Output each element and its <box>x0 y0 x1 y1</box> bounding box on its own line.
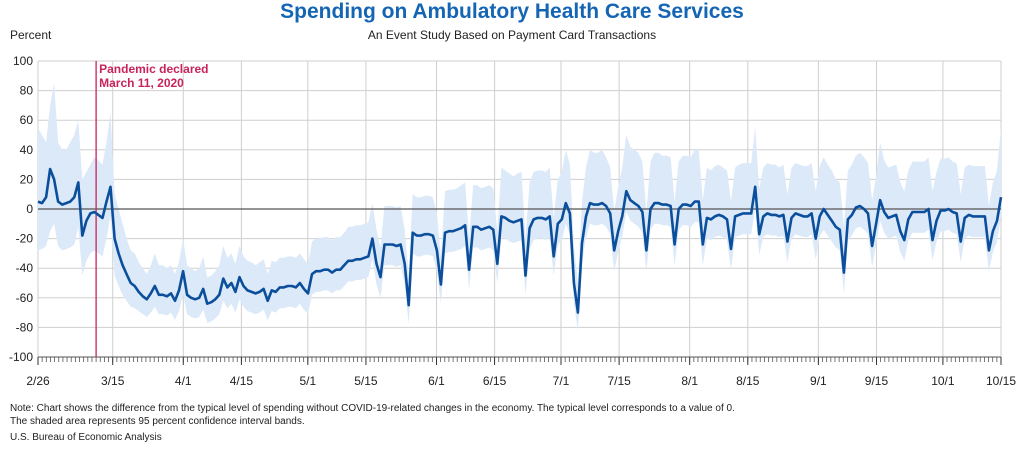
y-tick-label: 40 <box>20 143 34 157</box>
chart-notes: Note: Chart shows the difference from th… <box>10 403 735 428</box>
pandemic-annotation-line2: March 11, 2020 <box>99 76 184 90</box>
y-tick-label: 100 <box>13 54 33 68</box>
x-tick-label: 5/1 <box>299 374 316 388</box>
y-axis-label: Percent <box>10 28 52 42</box>
x-tick-label: 3/15 <box>101 374 125 388</box>
y-tick-label: 0 <box>26 202 33 216</box>
x-tick-label: 8/1 <box>681 374 698 388</box>
x-tick-label: 9/15 <box>865 374 889 388</box>
x-tick-label: 9/1 <box>810 374 827 388</box>
y-tick-label: -20 <box>16 232 34 246</box>
note-line-2: The shaded area represents 95 percent co… <box>10 415 305 427</box>
y-tick-label: -80 <box>16 320 34 334</box>
y-tick-label: 80 <box>20 84 34 98</box>
y-tick-label: 60 <box>20 113 34 127</box>
x-tick-label: 7/1 <box>553 374 570 388</box>
x-tick-label: 5/15 <box>354 374 378 388</box>
x-tick-label: 4/15 <box>230 374 254 388</box>
x-tick-label: 8/15 <box>736 374 760 388</box>
x-tick-label: 4/1 <box>175 374 192 388</box>
y-tick-label: -100 <box>9 350 33 364</box>
confidence-band <box>38 83 1001 331</box>
y-tick-label: -40 <box>16 261 34 275</box>
spending-series-line <box>37 167 1003 314</box>
chart-subtitle: An Event Study Based on Payment Card Tra… <box>367 28 657 42</box>
chart-source: U.S. Bureau of Economic Analysis <box>10 432 162 443</box>
x-tick-label: 6/15 <box>483 374 507 388</box>
pandemic-annotation-line1: Pandemic declared <box>99 62 208 76</box>
chart-title: Spending on Ambulatory Health Care Servi… <box>280 0 744 23</box>
y-tick-label: 20 <box>20 172 34 186</box>
axis-layer <box>37 356 1002 365</box>
x-tick-label: 10/15 <box>986 374 1016 388</box>
y-tick-label: -60 <box>16 291 34 305</box>
x-tick-label: 7/15 <box>607 374 631 388</box>
note-line-1: Note: Chart shows the difference from th… <box>10 403 735 414</box>
tick-layer: 100 80 60 40 20 0 -20 -40 -60 -80 -100 2/26 3/15 4/1 4… <box>9 54 1016 388</box>
x-tick-label: 10/1 <box>931 374 955 388</box>
x-tick-label: 6/1 <box>428 374 445 388</box>
x-tick-label: 2/26 <box>26 374 50 388</box>
